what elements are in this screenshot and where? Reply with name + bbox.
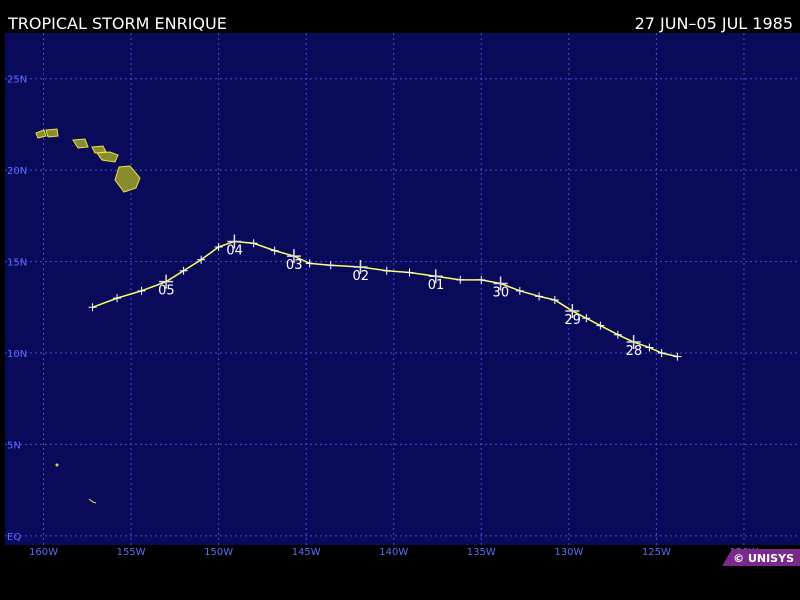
island [88, 498, 97, 504]
track-point [535, 292, 544, 301]
storm-track: 05 04 03 02 01 30 29 28 [88, 234, 682, 361]
track-point [137, 286, 146, 295]
day-marker [626, 335, 641, 350]
track-point [550, 295, 559, 304]
day-label: 30 [493, 286, 510, 301]
track-point [456, 275, 465, 284]
islands [35, 128, 141, 504]
day-marker [428, 269, 443, 284]
lon-label: 135W [467, 547, 496, 558]
track-point [305, 259, 314, 268]
lat-label: EQ [7, 532, 21, 543]
track-point [88, 303, 97, 312]
lon-label: 155W [117, 547, 146, 558]
track-point [657, 349, 666, 357]
graticule: 160W155W150W145W140W135W130W125W120WEQ5N… [5, 33, 800, 558]
lon-label: 125W [642, 547, 671, 558]
track-point [582, 314, 591, 323]
track-point [613, 330, 622, 339]
track-point [249, 239, 258, 248]
lat-label: 10N [7, 349, 27, 360]
day-marker [353, 260, 368, 275]
lat-label: 20N [7, 166, 27, 177]
track-point [382, 266, 391, 275]
track-point [113, 294, 122, 303]
island [114, 165, 141, 193]
track-point [596, 321, 605, 330]
track-point [645, 343, 654, 352]
lon-label: 140W [379, 547, 408, 558]
lat-label: 15N [7, 258, 27, 269]
track-point [270, 246, 279, 255]
island [35, 129, 47, 139]
lon-label: 130W [554, 547, 583, 558]
track-point [214, 242, 223, 251]
lon-label: 160W [29, 547, 58, 558]
date-range: 27 JUN–05 JUL 1985 [635, 14, 793, 33]
lat-label: 5N [7, 440, 21, 451]
day-label: 01 [428, 278, 445, 293]
track-point [673, 352, 682, 361]
credit-badge [722, 549, 800, 566]
day-marker [565, 303, 580, 318]
map-title: TROPICAL STORM ENRIQUE [7, 14, 227, 33]
day-marker [493, 276, 508, 291]
ocean [5, 33, 800, 545]
day-label: 05 [158, 284, 175, 299]
track-point [326, 261, 335, 270]
island [72, 138, 89, 149]
lat-label: 25N [7, 75, 27, 86]
credit: © UNISYS [733, 552, 794, 565]
day-label: 02 [352, 269, 369, 284]
lon-label: 145W [292, 547, 321, 558]
day-marker [227, 234, 242, 249]
track-point [197, 255, 206, 264]
island [45, 128, 59, 138]
island [55, 463, 59, 467]
island [91, 145, 107, 154]
lon-label: 150W [204, 547, 233, 558]
day-label: 03 [286, 258, 303, 273]
track-point [515, 286, 524, 295]
day-label: 28 [626, 344, 643, 359]
day-label: 04 [226, 243, 243, 258]
day-marker [159, 274, 174, 289]
track-point [179, 266, 188, 275]
track-point [477, 275, 486, 284]
day-label: 29 [564, 313, 581, 328]
track-point [405, 268, 414, 277]
day-marker [286, 249, 301, 264]
island [96, 151, 119, 163]
